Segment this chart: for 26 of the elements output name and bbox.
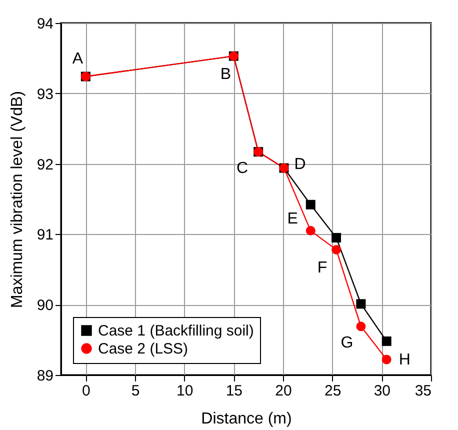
- x-tick-label: 30: [374, 382, 391, 400]
- annotation: A: [72, 50, 84, 68]
- y-tick-label: 91: [36, 226, 54, 244]
- x-tick-label: 35: [414, 382, 432, 400]
- x-axis-title: Distance (m): [201, 410, 292, 428]
- legend-label: Case 1 (Backfilling soil): [98, 322, 254, 340]
- y-tick-label: 93: [36, 86, 54, 103]
- annotation: B: [220, 66, 232, 84]
- x-tick-label: 25: [324, 382, 342, 400]
- legend-label: Case 2 (LSS): [98, 340, 188, 358]
- y-tick-label: 90: [36, 297, 54, 314]
- x-tick-label: 10: [176, 382, 194, 400]
- annotation: G: [340, 334, 354, 352]
- y-tick-label: 92: [36, 156, 54, 174]
- y-tick-label: 89: [36, 368, 54, 384]
- y-axis-title: Maximum vibration level (VdB): [8, 91, 26, 308]
- y-tick-label: 94: [36, 16, 54, 32]
- x-tick-label: 15: [226, 382, 243, 400]
- x-tick-label: 5: [131, 382, 140, 400]
- annotation: F: [317, 260, 328, 277]
- annotation: C: [236, 160, 248, 177]
- x-tick-label: 20: [275, 382, 292, 400]
- annotation: E: [287, 210, 298, 228]
- annotation: D: [294, 156, 306, 174]
- annotation: H: [398, 352, 410, 369]
- x-tick-label: 0: [82, 382, 90, 400]
